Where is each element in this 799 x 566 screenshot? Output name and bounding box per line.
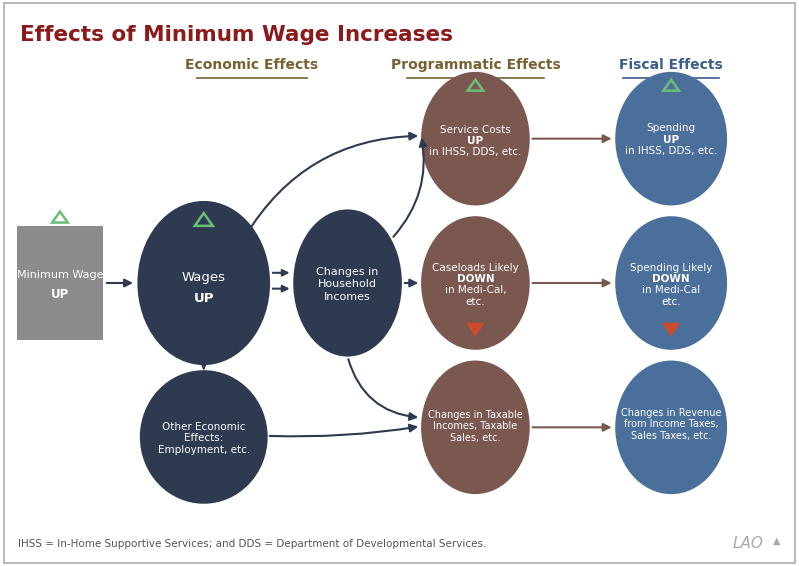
Polygon shape (663, 324, 679, 335)
Text: Spending Likely: Spending Likely (630, 263, 713, 273)
Text: Changes in Revenue: Changes in Revenue (621, 408, 721, 418)
Text: Fiscal Effects: Fiscal Effects (619, 58, 723, 72)
Text: DOWN: DOWN (652, 274, 690, 284)
Ellipse shape (140, 370, 268, 504)
Text: Wages: Wages (181, 271, 226, 284)
Text: Changes in: Changes in (316, 267, 379, 277)
Text: in Medi-Cal: in Medi-Cal (642, 285, 700, 295)
Ellipse shape (421, 216, 530, 350)
Text: Sales Taxes, etc.: Sales Taxes, etc. (631, 431, 711, 441)
Text: Minimum Wage: Minimum Wage (17, 269, 103, 280)
Polygon shape (467, 324, 483, 335)
Text: UP: UP (467, 136, 483, 146)
Text: etc.: etc. (662, 297, 681, 307)
Text: Service Costs: Service Costs (440, 125, 511, 135)
Ellipse shape (615, 72, 727, 205)
Text: Other Economic: Other Economic (162, 422, 245, 432)
Text: etc.: etc. (466, 297, 485, 307)
Text: Spending: Spending (646, 123, 696, 134)
Text: in Medi-Cal,: in Medi-Cal, (444, 285, 507, 295)
Text: in IHSS, DDS, etc.: in IHSS, DDS, etc. (429, 147, 522, 157)
Ellipse shape (137, 201, 270, 365)
Ellipse shape (421, 72, 530, 205)
Text: IHSS = In-Home Supportive Services; and DDS = Department of Developmental Servic: IHSS = In-Home Supportive Services; and … (18, 539, 486, 550)
Text: DOWN: DOWN (456, 274, 495, 284)
Text: ▲: ▲ (773, 536, 781, 546)
Text: Changes in Taxable: Changes in Taxable (428, 410, 523, 420)
Text: Economic Effects: Economic Effects (185, 58, 318, 72)
Text: Programmatic Effects: Programmatic Effects (391, 58, 560, 72)
Text: Effects of Minimum Wage Increases: Effects of Minimum Wage Increases (20, 25, 453, 45)
Ellipse shape (421, 361, 530, 494)
Text: in IHSS, DDS, etc.: in IHSS, DDS, etc. (625, 146, 718, 156)
Text: UP: UP (193, 293, 214, 305)
Text: Employment, etc.: Employment, etc. (157, 445, 250, 455)
Text: Sales, etc.: Sales, etc. (450, 433, 501, 443)
Ellipse shape (293, 209, 402, 357)
Ellipse shape (615, 361, 727, 494)
Text: Incomes, Taxable: Incomes, Taxable (433, 421, 518, 431)
Text: Incomes: Incomes (324, 292, 371, 302)
Text: UP: UP (663, 135, 679, 145)
Text: Household: Household (318, 279, 377, 289)
FancyBboxPatch shape (17, 226, 103, 340)
Text: UP: UP (51, 288, 69, 301)
Text: Effects:: Effects: (184, 433, 224, 443)
Ellipse shape (615, 216, 727, 350)
Text: Caseloads Likely: Caseloads Likely (432, 263, 519, 273)
Text: LAO: LAO (732, 536, 763, 551)
Text: from Income Taxes,: from Income Taxes, (624, 419, 718, 430)
